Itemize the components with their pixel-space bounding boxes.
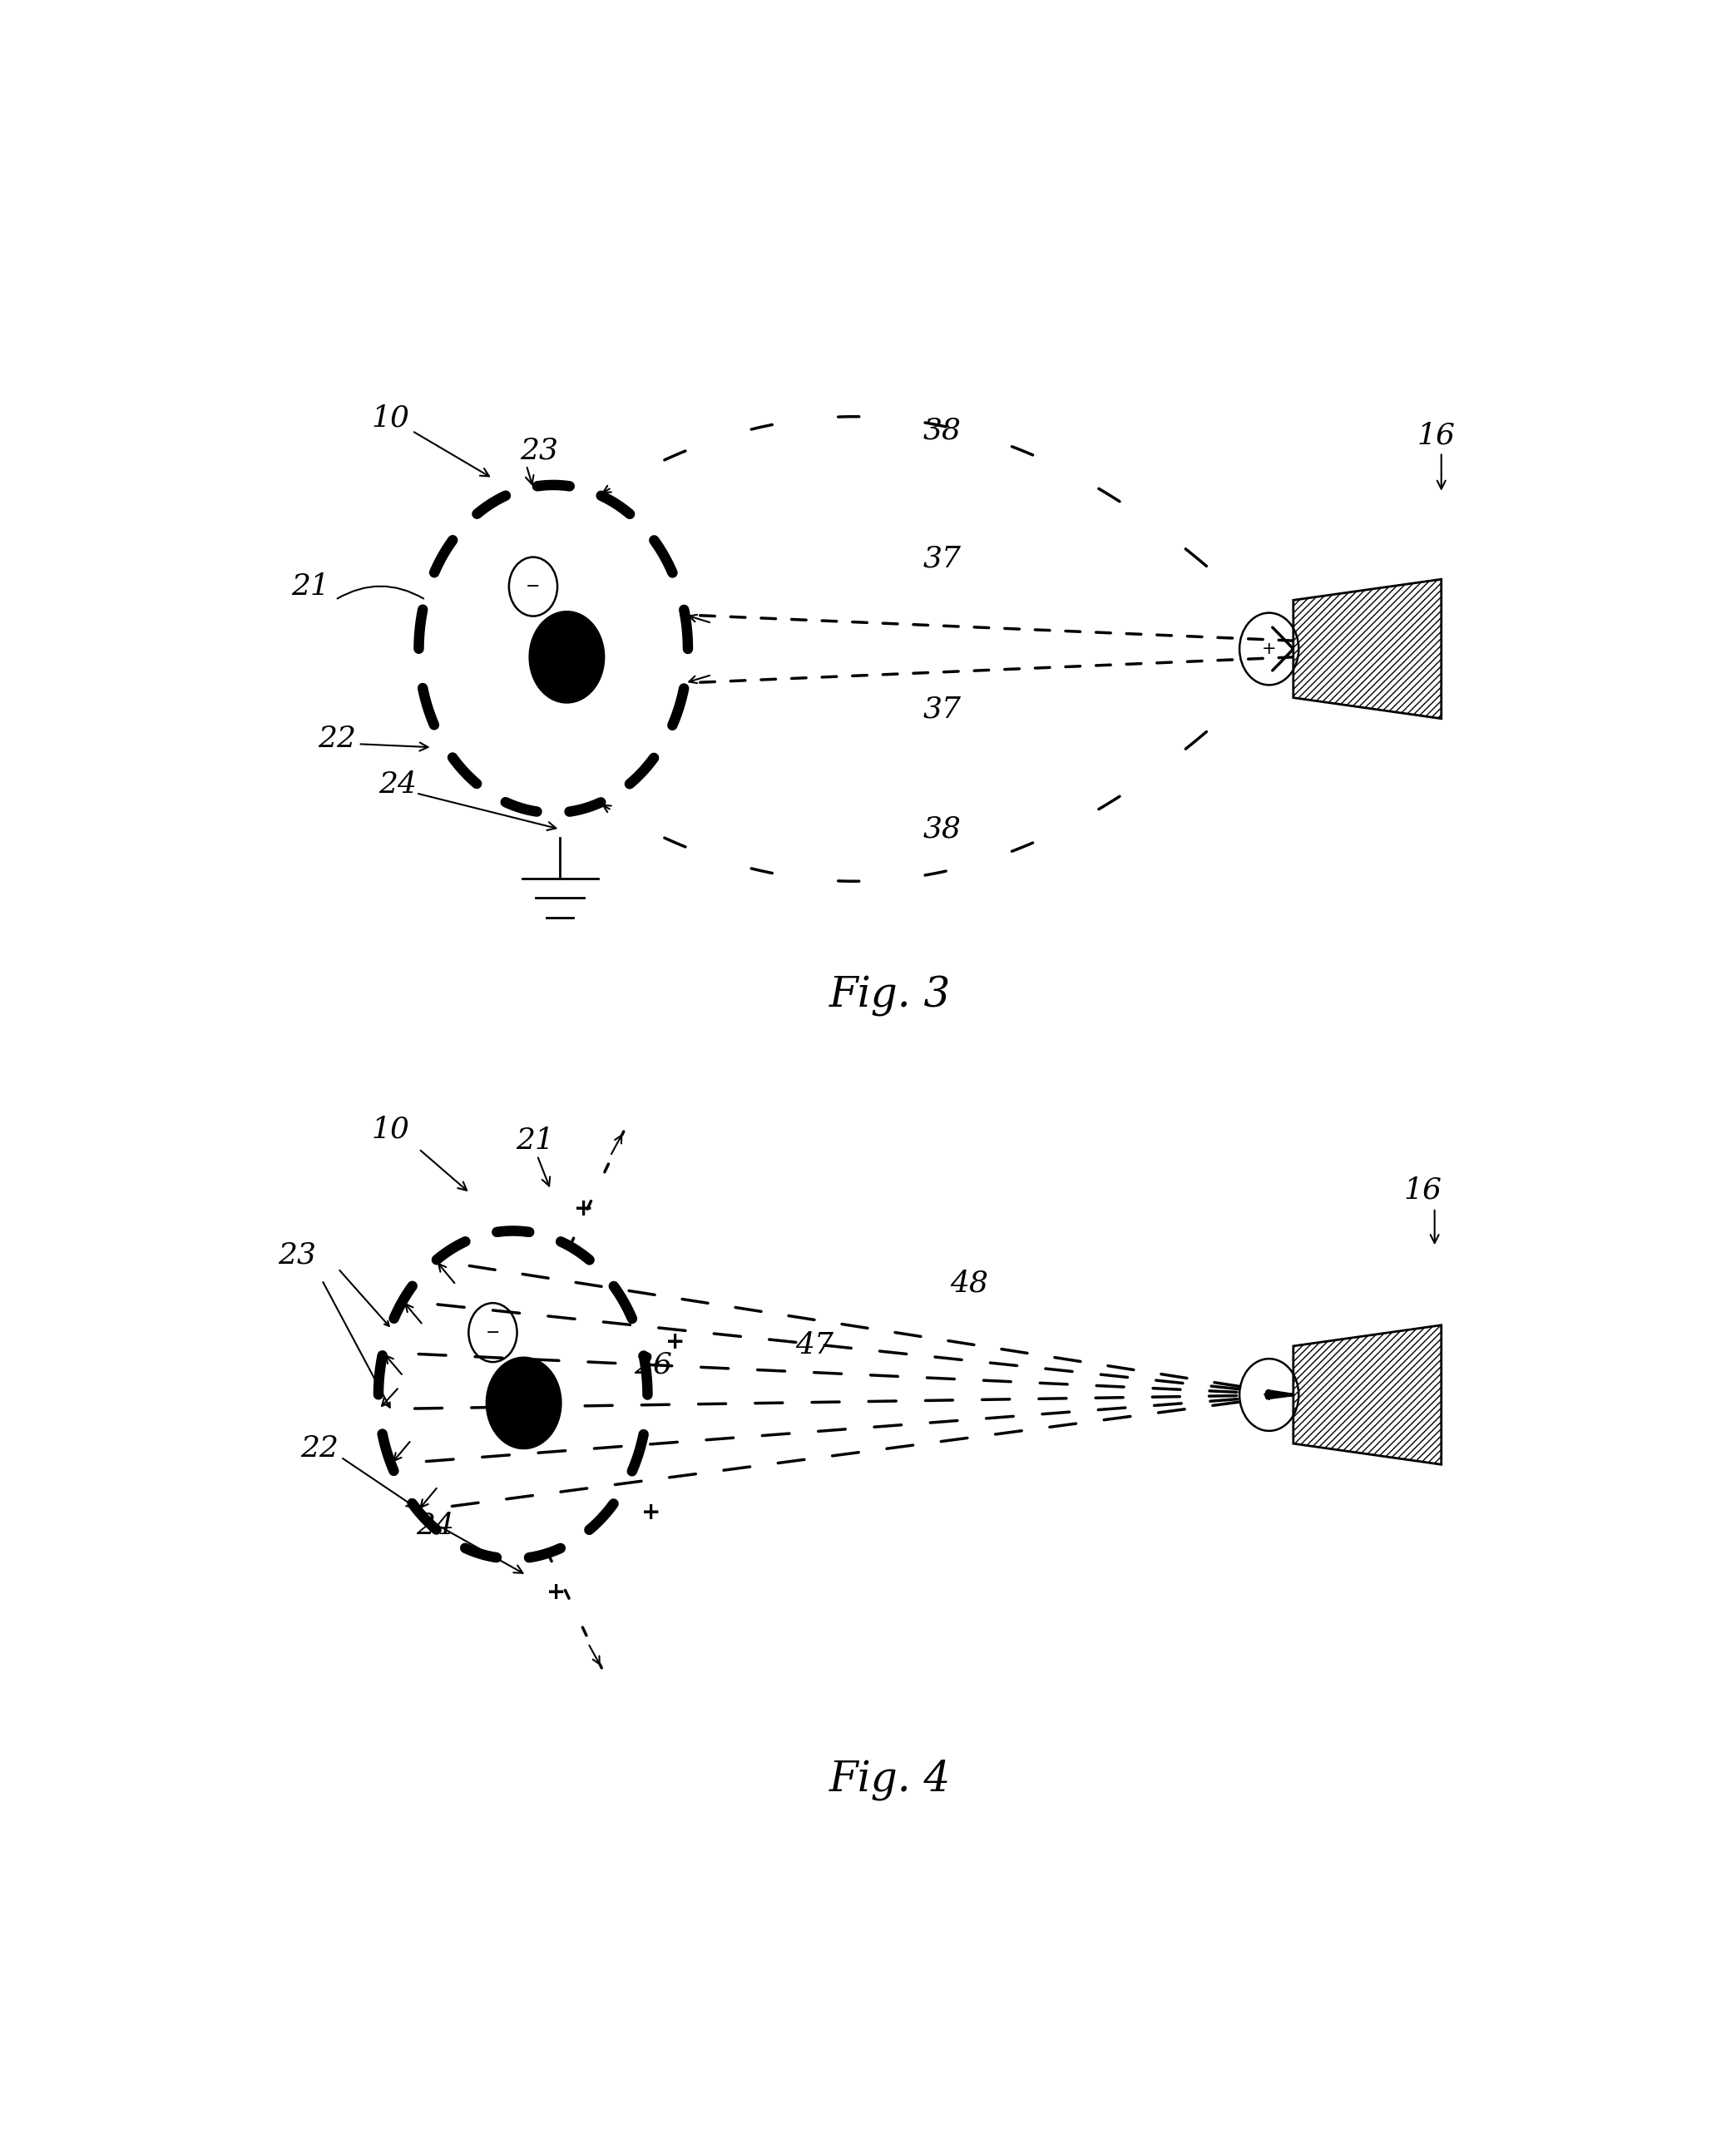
Text: 38: 38 <box>924 815 962 843</box>
Text: 24: 24 <box>417 1512 455 1539</box>
Text: +: + <box>1262 641 1276 658</box>
Circle shape <box>529 611 604 703</box>
Text: Fig. 3: Fig. 3 <box>828 975 951 1018</box>
Text: 16: 16 <box>1404 1175 1443 1203</box>
Text: 48: 48 <box>950 1269 988 1297</box>
Text: 24: 24 <box>378 771 417 798</box>
Text: +: + <box>547 1582 566 1605</box>
Text: 21: 21 <box>516 1126 554 1154</box>
Text: +: + <box>665 1331 686 1354</box>
Text: +: + <box>1262 1386 1276 1403</box>
Text: 22: 22 <box>318 724 356 754</box>
Text: 22: 22 <box>300 1435 339 1463</box>
Text: 16: 16 <box>1417 422 1455 449</box>
Polygon shape <box>1293 1324 1441 1465</box>
Text: Fig. 4: Fig. 4 <box>828 1759 951 1801</box>
Text: 10: 10 <box>372 405 410 432</box>
Text: 37: 37 <box>924 545 962 573</box>
Text: −: − <box>486 1324 500 1341</box>
Text: −: − <box>526 579 540 594</box>
Text: 23: 23 <box>519 436 557 464</box>
Text: +: + <box>641 1501 660 1524</box>
Polygon shape <box>1293 579 1441 720</box>
Text: 23: 23 <box>278 1241 316 1269</box>
Circle shape <box>486 1356 561 1450</box>
Text: 47: 47 <box>795 1331 833 1360</box>
Text: 26: 26 <box>634 1352 672 1380</box>
Text: 37: 37 <box>924 696 962 724</box>
Text: 10: 10 <box>372 1116 410 1143</box>
Text: +: + <box>575 1196 594 1220</box>
Text: 21: 21 <box>292 573 330 600</box>
Text: 38: 38 <box>924 417 962 445</box>
